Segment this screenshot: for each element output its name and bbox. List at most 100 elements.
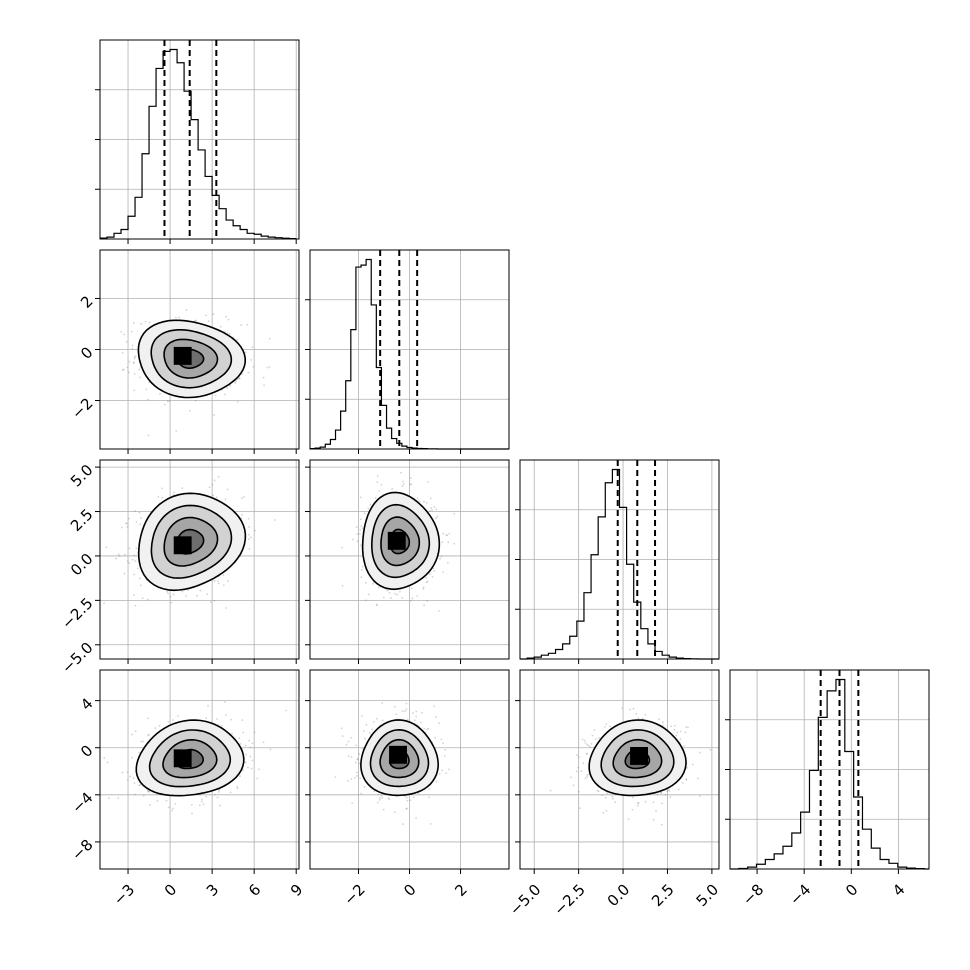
sample-point <box>453 512 456 515</box>
sample-point <box>367 593 370 596</box>
sample-point <box>604 796 607 799</box>
sample-point <box>132 322 135 324</box>
sample-point <box>167 592 170 595</box>
x-tick-label: 6 <box>245 881 264 900</box>
sample-point <box>128 562 131 564</box>
sample-point <box>635 712 638 715</box>
sample-point <box>409 477 412 480</box>
sample-point <box>217 582 220 585</box>
sample-point <box>212 313 215 316</box>
sample-point <box>181 590 184 593</box>
sample-point <box>194 319 196 322</box>
sample-point <box>118 555 121 558</box>
sample-point <box>587 744 590 747</box>
sample-point <box>577 766 580 769</box>
sample-point <box>128 547 131 550</box>
sample-point <box>411 597 414 600</box>
sample-point <box>575 770 578 773</box>
sample-point <box>427 481 429 483</box>
sample-point <box>429 497 432 500</box>
sample-point <box>675 734 678 737</box>
y-tick-label: 0.0 <box>67 550 97 580</box>
sample-point <box>360 792 363 795</box>
sample-point <box>376 604 378 607</box>
sample-point <box>167 721 170 723</box>
sample-point <box>140 740 143 743</box>
x-tick-label: −2.5 <box>550 881 588 919</box>
sample-point <box>575 754 578 756</box>
sample-point <box>120 526 123 529</box>
x-tick-label: 3 <box>203 881 222 900</box>
sample-point <box>591 734 594 737</box>
sample-point <box>216 718 218 720</box>
sample-point <box>376 801 379 804</box>
sample-point <box>605 809 608 812</box>
sample-point <box>586 775 589 778</box>
sample-point <box>135 547 138 550</box>
sample-point <box>178 316 181 319</box>
sample-point <box>347 755 350 758</box>
sample-point <box>356 758 359 760</box>
sample-point <box>373 790 376 793</box>
x-tick-label: 0 <box>842 881 861 900</box>
sample-point <box>225 714 227 717</box>
sample-point <box>423 604 426 607</box>
sample-point <box>410 483 413 486</box>
contour-line <box>379 738 420 779</box>
contour-line <box>612 738 663 779</box>
sample-point <box>376 474 379 477</box>
sample-point <box>268 337 271 340</box>
sample-point <box>224 393 226 396</box>
sample-point <box>401 485 404 488</box>
sample-point <box>134 560 137 562</box>
sample-point <box>148 790 151 793</box>
sample-point <box>139 783 142 786</box>
sample-point <box>247 517 250 520</box>
sample-point <box>201 800 203 803</box>
sample-point <box>222 574 225 577</box>
sample-point <box>423 500 425 503</box>
sample-point <box>631 796 634 799</box>
sample-point <box>228 333 231 335</box>
sample-point <box>425 581 428 584</box>
sample-point <box>588 773 590 776</box>
panel-frame <box>519 459 720 660</box>
sample-point <box>238 377 241 380</box>
sample-point <box>360 525 363 528</box>
sample-point <box>355 744 357 747</box>
sample-point <box>359 544 362 547</box>
sample-point <box>422 587 425 590</box>
sample-point <box>244 761 247 764</box>
sample-point <box>126 525 129 528</box>
sample-point <box>393 705 396 708</box>
density-peak <box>173 749 192 768</box>
sample-point <box>681 781 684 784</box>
sample-point <box>593 729 596 731</box>
sample-point <box>436 515 439 518</box>
sample-point <box>147 717 149 720</box>
sample-point <box>382 719 384 722</box>
sample-point <box>361 747 364 750</box>
sample-point <box>243 495 245 498</box>
sample-point <box>405 807 408 810</box>
sample-point <box>131 733 133 736</box>
sample-point <box>427 727 430 730</box>
sample-point <box>207 320 210 323</box>
sample-point <box>147 398 149 401</box>
contour-line <box>175 748 204 770</box>
sample-point <box>133 373 136 375</box>
sample-point <box>691 763 694 766</box>
sample-point <box>132 777 135 779</box>
sample-point <box>372 582 374 585</box>
x-tick-label: −4 <box>786 881 814 909</box>
sample-point <box>409 599 412 602</box>
sample-point <box>356 533 359 536</box>
sample-point <box>133 361 135 364</box>
sample-point <box>614 801 617 804</box>
contour-line <box>137 492 247 592</box>
sample-point <box>233 454 235 456</box>
sample-point <box>214 793 216 796</box>
contour-line <box>380 516 421 567</box>
sample-point <box>128 360 131 363</box>
y-tick-label: 2 <box>77 292 96 311</box>
